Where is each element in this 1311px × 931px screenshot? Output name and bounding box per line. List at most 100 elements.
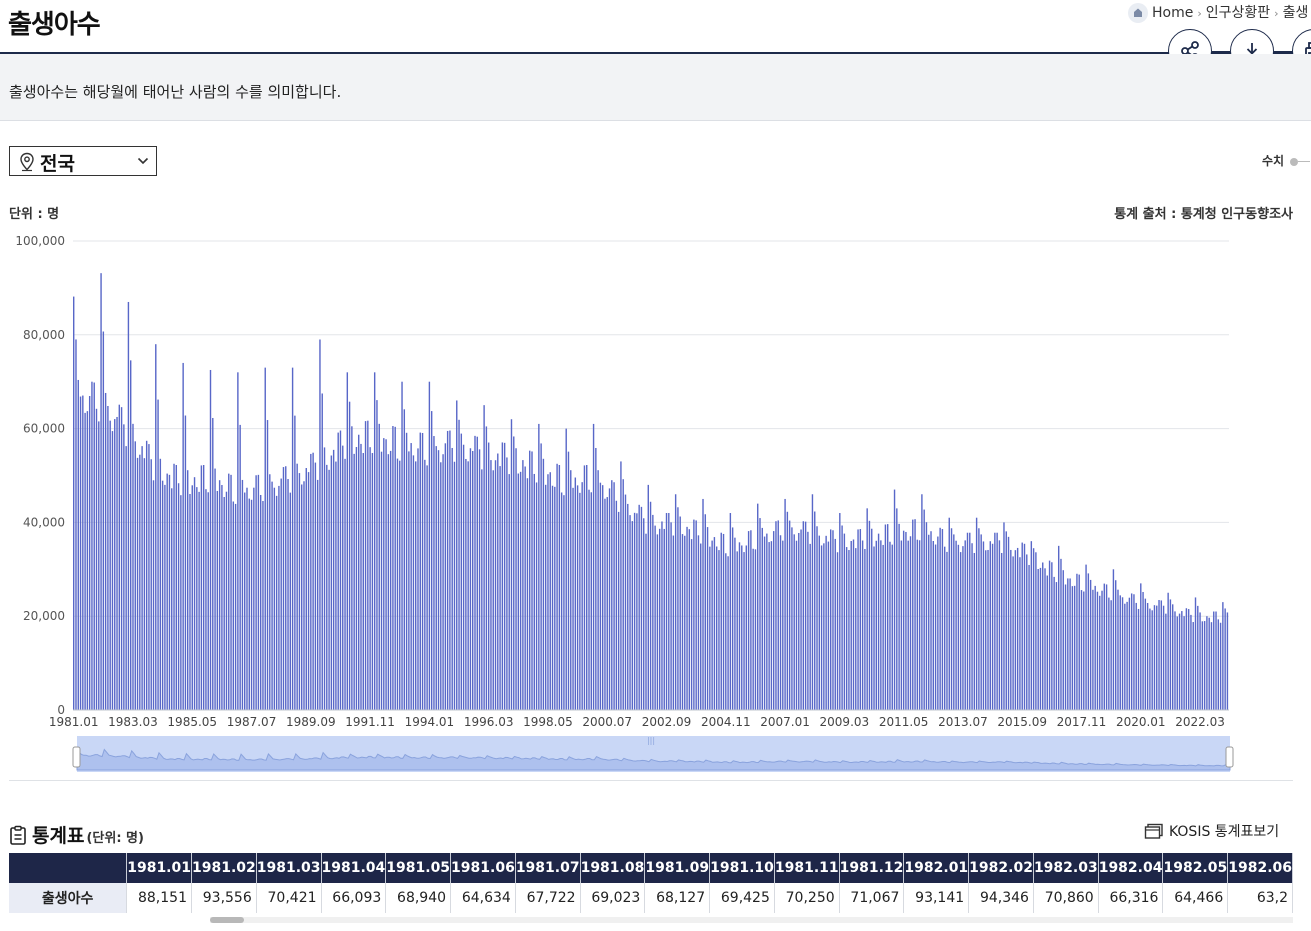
- chart-bar[interactable]: [595, 448, 597, 710]
- chart-bar[interactable]: [768, 542, 770, 710]
- chart-bar[interactable]: [415, 461, 417, 710]
- chart-bar[interactable]: [1192, 622, 1194, 710]
- chart-bar[interactable]: [697, 535, 700, 710]
- chart-bar[interactable]: [652, 514, 654, 710]
- chart-bar[interactable]: [77, 379, 79, 710]
- chart-bar[interactable]: [1203, 621, 1206, 710]
- chart-bar[interactable]: [1222, 602, 1224, 710]
- chart-bar[interactable]: [157, 399, 159, 710]
- chart-bar[interactable]: [606, 497, 608, 710]
- chart-bar[interactable]: [583, 465, 586, 710]
- chart-bar[interactable]: [362, 453, 364, 710]
- chart-bar[interactable]: [312, 452, 314, 710]
- chart-bar[interactable]: [843, 533, 846, 710]
- chart-bar[interactable]: [1064, 584, 1067, 710]
- chart-bar[interactable]: [921, 494, 923, 710]
- chart-bar[interactable]: [766, 533, 768, 710]
- chart-bar[interactable]: [526, 478, 529, 710]
- chart-bar[interactable]: [358, 434, 360, 710]
- chart-bar[interactable]: [916, 539, 919, 710]
- chart-bar[interactable]: [501, 442, 504, 710]
- chart-bar[interactable]: [850, 540, 852, 710]
- chart-bar[interactable]: [1073, 585, 1076, 710]
- chart-bar[interactable]: [882, 544, 884, 710]
- chart-bar[interactable]: [522, 460, 524, 710]
- chart-bar[interactable]: [246, 487, 248, 710]
- chart-bar[interactable]: [791, 527, 793, 710]
- chart-bar[interactable]: [953, 534, 955, 710]
- chart-bar[interactable]: [410, 443, 412, 710]
- chart-bar[interactable]: [574, 477, 577, 710]
- chart-bar[interactable]: [494, 460, 497, 710]
- chart-bar[interactable]: [558, 465, 561, 710]
- chart-bar[interactable]: [706, 527, 709, 710]
- chart-bar[interactable]: [335, 461, 337, 710]
- chart-bar[interactable]: [221, 485, 223, 710]
- chart-bar[interactable]: [964, 540, 966, 710]
- chart-bar[interactable]: [734, 537, 736, 710]
- chart-bar[interactable]: [435, 446, 437, 710]
- chart-bar[interactable]: [1089, 579, 1092, 710]
- chart-bar[interactable]: [948, 517, 950, 710]
- chart-bar[interactable]: [403, 409, 406, 710]
- chart-bar[interactable]: [462, 444, 465, 710]
- chart-bar[interactable]: [380, 451, 383, 710]
- chart-bar[interactable]: [1146, 602, 1149, 710]
- chart-bar[interactable]: [959, 552, 962, 710]
- chart-bar[interactable]: [599, 482, 602, 710]
- chart-bar[interactable]: [314, 462, 317, 710]
- chart-bar[interactable]: [152, 480, 155, 710]
- chart-bar[interactable]: [1016, 547, 1019, 710]
- chart-bar[interactable]: [946, 551, 948, 710]
- chart-bar[interactable]: [449, 430, 451, 710]
- chart-bar[interactable]: [1023, 543, 1026, 710]
- chart-bar[interactable]: [503, 442, 506, 710]
- chart-bar[interactable]: [257, 474, 260, 710]
- chart-bar[interactable]: [159, 458, 162, 710]
- chart-bar[interactable]: [307, 472, 310, 710]
- chart-bar[interactable]: [759, 518, 761, 710]
- chart-bar[interactable]: [750, 530, 752, 710]
- chart-bar[interactable]: [943, 546, 946, 710]
- chart-bar[interactable]: [371, 453, 374, 710]
- chart-bar[interactable]: [207, 492, 209, 710]
- chart-bar[interactable]: [640, 506, 643, 710]
- chart-bar[interactable]: [1048, 560, 1051, 710]
- chart-bar[interactable]: [841, 525, 843, 711]
- chart-bar[interactable]: [458, 419, 460, 710]
- navigator-handle-right[interactable]: [1225, 746, 1234, 768]
- chart-bar[interactable]: [1190, 614, 1192, 710]
- chart-bar[interactable]: [180, 495, 182, 710]
- chart-bar[interactable]: [592, 423, 595, 710]
- chart-bar[interactable]: [421, 432, 424, 710]
- chart-bar[interactable]: [191, 485, 193, 710]
- chart-bar[interactable]: [638, 504, 640, 710]
- chart-bar[interactable]: [745, 545, 748, 710]
- chart-bar[interactable]: [1172, 604, 1174, 710]
- chart-bar[interactable]: [301, 484, 303, 710]
- chart-bar[interactable]: [570, 470, 572, 710]
- chart-bar[interactable]: [611, 480, 613, 710]
- chart-bar[interactable]: [111, 431, 114, 710]
- chart-bar[interactable]: [617, 511, 620, 710]
- chart-bars[interactable]: [73, 273, 1229, 711]
- chart-bar[interactable]: [73, 296, 75, 710]
- chart-bar[interactable]: [1044, 568, 1046, 710]
- chart-bar[interactable]: [677, 507, 679, 710]
- chart-bar[interactable]: [1226, 612, 1229, 710]
- chart-bar[interactable]: [285, 466, 287, 710]
- chart-bar[interactable]: [426, 465, 428, 710]
- chart-bar[interactable]: [752, 548, 754, 710]
- chart-bar[interactable]: [1087, 573, 1090, 710]
- chart-bar[interactable]: [262, 501, 264, 710]
- chart-bar[interactable]: [829, 529, 832, 710]
- chart-bar[interactable]: [1060, 558, 1062, 710]
- table-scrollbar[interactable]: [210, 917, 1293, 923]
- chart-bar[interactable]: [1105, 584, 1108, 710]
- chart-bar[interactable]: [704, 514, 706, 710]
- chart-bar[interactable]: [469, 448, 472, 710]
- chart-bar[interactable]: [417, 448, 419, 710]
- chart-bar[interactable]: [1112, 569, 1115, 710]
- chart-bar[interactable]: [430, 411, 433, 710]
- chart-bar[interactable]: [804, 521, 807, 710]
